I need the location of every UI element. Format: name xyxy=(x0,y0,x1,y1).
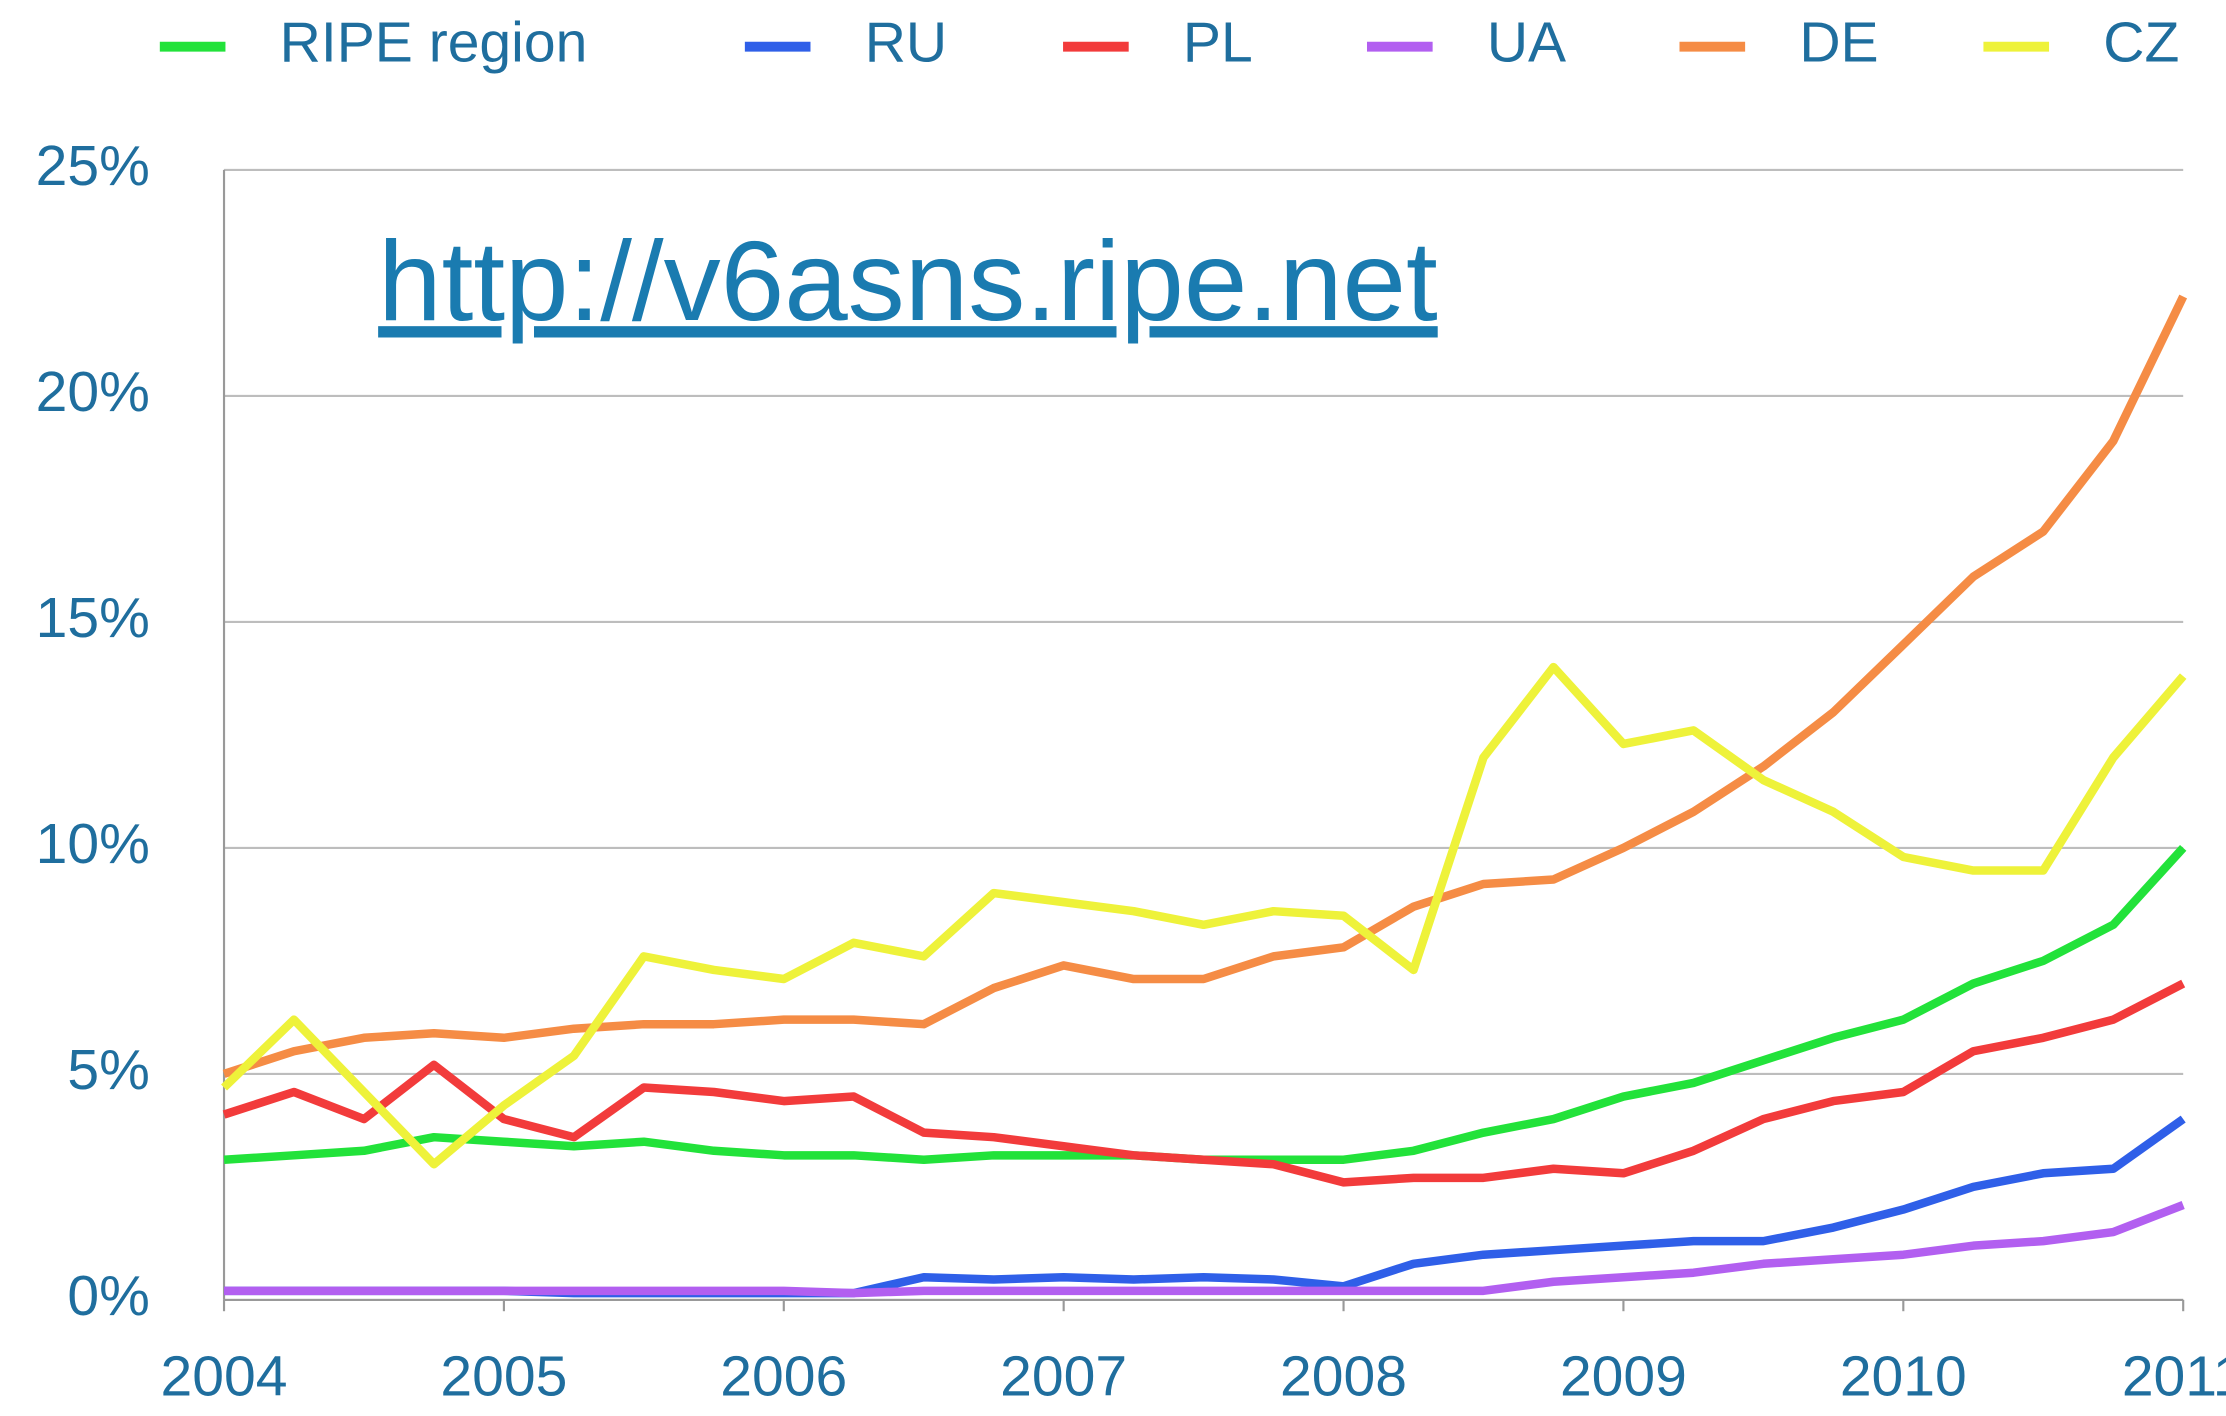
y-tick-label: 10% xyxy=(36,813,150,876)
x-tick-label: 2008 xyxy=(1280,1346,1407,1409)
series-line xyxy=(222,979,2186,1187)
legend-label: UA xyxy=(1487,12,1566,75)
series-line xyxy=(222,294,2188,1078)
x-tick-label: 2007 xyxy=(1000,1346,1127,1409)
x-tick-label: 2006 xyxy=(720,1346,847,1409)
url-annotation: http://v6asns.ripe.net xyxy=(378,219,1438,346)
y-tick-label: 25% xyxy=(36,135,150,198)
legend-label: RIPE region xyxy=(280,12,588,75)
x-tick-label: 2004 xyxy=(161,1346,288,1409)
y-tick-label: 0% xyxy=(67,1265,149,1328)
series-line xyxy=(223,845,2187,1164)
y-tick-label: 20% xyxy=(36,361,150,424)
legend-label: DE xyxy=(1799,12,1878,75)
series-line xyxy=(224,1201,2185,1298)
legend-label: RU xyxy=(865,12,947,75)
y-tick-label: 15% xyxy=(36,587,150,650)
y-tick-label: 5% xyxy=(67,1039,149,1102)
x-tick-label: 2010 xyxy=(1840,1346,1967,1409)
x-tick-label: 2005 xyxy=(440,1346,567,1409)
x-tick-label: 2011 xyxy=(2122,1346,2226,1409)
x-tick-label: 2009 xyxy=(1560,1346,1687,1409)
legend-label: CZ xyxy=(2103,12,2179,75)
legend-label: PL xyxy=(1183,12,1253,75)
series-line xyxy=(221,662,2187,1169)
